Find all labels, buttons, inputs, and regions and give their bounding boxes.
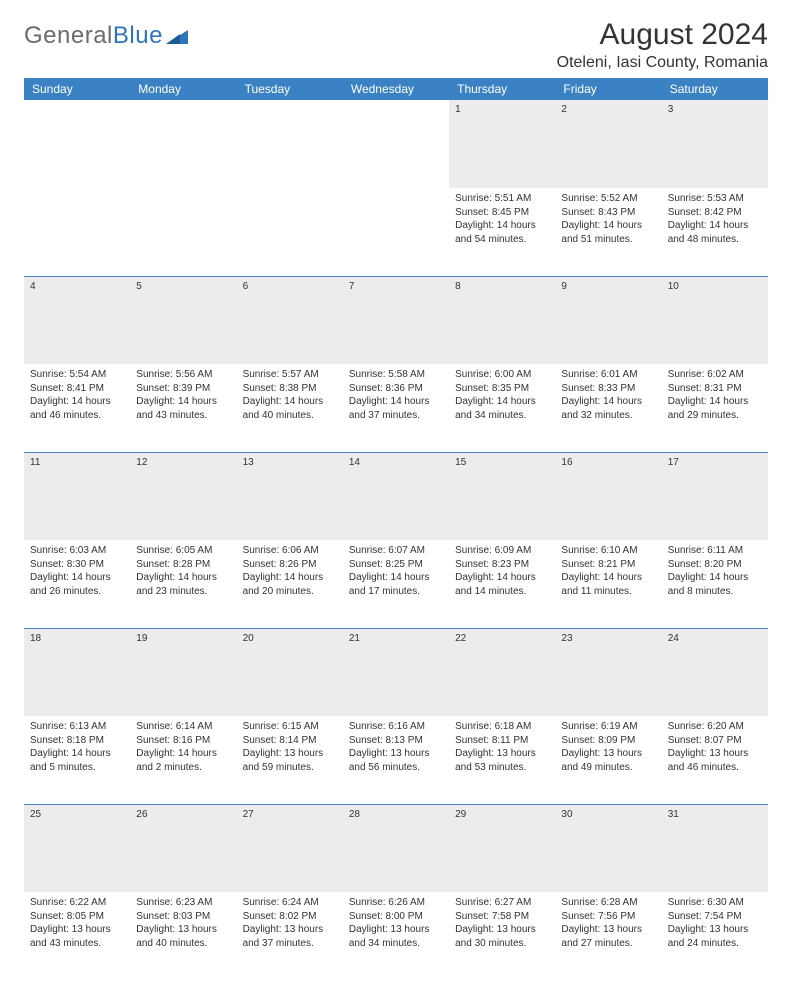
day-info-cell: Sunrise: 5:56 AMSunset: 8:39 PMDaylight:… [130,364,236,452]
day-info-cell: Sunrise: 6:23 AMSunset: 8:03 PMDaylight:… [130,892,236,980]
day-info-cell: Sunrise: 6:00 AMSunset: 8:35 PMDaylight:… [449,364,555,452]
day-header: Saturday [662,78,768,100]
day-number-cell: 11 [24,452,130,540]
day-number-cell: 30 [555,804,661,892]
day-number-cell: 28 [343,804,449,892]
logo-text-blue: Blue [113,22,163,50]
day-number-cell: 23 [555,628,661,716]
logo-text-general: General [24,22,113,50]
day-number-cell: 27 [237,804,343,892]
day-number-cell: 10 [662,276,768,364]
logo: GeneralBlue [24,22,188,50]
day-number-cell: 19 [130,628,236,716]
day-info-row: Sunrise: 6:22 AMSunset: 8:05 PMDaylight:… [24,892,768,980]
day-number-cell [24,100,130,188]
day-info-cell: Sunrise: 6:02 AMSunset: 8:31 PMDaylight:… [662,364,768,452]
day-number-cell: 6 [237,276,343,364]
day-info-cell: Sunrise: 6:28 AMSunset: 7:56 PMDaylight:… [555,892,661,980]
day-number-cell: 26 [130,804,236,892]
month-title: August 2024 [557,18,768,52]
day-info-cell: Sunrise: 6:16 AMSunset: 8:13 PMDaylight:… [343,716,449,804]
day-info-cell: Sunrise: 6:19 AMSunset: 8:09 PMDaylight:… [555,716,661,804]
day-number-cell: 21 [343,628,449,716]
day-number-cell: 2 [555,100,661,188]
day-number-cell: 17 [662,452,768,540]
day-info-cell [130,188,236,276]
day-info-cell: Sunrise: 6:30 AMSunset: 7:54 PMDaylight:… [662,892,768,980]
calendar-header-row: SundayMondayTuesdayWednesdayThursdayFrid… [24,78,768,100]
day-info-cell: Sunrise: 6:01 AMSunset: 8:33 PMDaylight:… [555,364,661,452]
day-number-cell: 9 [555,276,661,364]
day-header: Friday [555,78,661,100]
day-info-cell: Sunrise: 5:58 AMSunset: 8:36 PMDaylight:… [343,364,449,452]
day-header: Tuesday [237,78,343,100]
day-number-cell: 18 [24,628,130,716]
day-number-row: 25262728293031 [24,804,768,892]
day-info-row: Sunrise: 5:51 AMSunset: 8:45 PMDaylight:… [24,188,768,276]
day-info-cell: Sunrise: 6:05 AMSunset: 8:28 PMDaylight:… [130,540,236,628]
header: GeneralBlue August 2024 Oteleni, Iasi Co… [24,18,768,72]
day-number-cell: 31 [662,804,768,892]
day-number-cell: 5 [130,276,236,364]
day-info-cell: Sunrise: 6:14 AMSunset: 8:16 PMDaylight:… [130,716,236,804]
day-info-cell [237,188,343,276]
day-number-row: 18192021222324 [24,628,768,716]
day-info-cell: Sunrise: 6:09 AMSunset: 8:23 PMDaylight:… [449,540,555,628]
day-info-cell: Sunrise: 6:27 AMSunset: 7:58 PMDaylight:… [449,892,555,980]
day-number-cell: 13 [237,452,343,540]
day-info-cell [343,188,449,276]
day-number-cell: 8 [449,276,555,364]
day-info-row: Sunrise: 6:03 AMSunset: 8:30 PMDaylight:… [24,540,768,628]
day-number-row: 45678910 [24,276,768,364]
day-number-cell: 22 [449,628,555,716]
day-number-cell: 29 [449,804,555,892]
day-header: Thursday [449,78,555,100]
day-number-cell: 3 [662,100,768,188]
day-number-cell: 15 [449,452,555,540]
day-info-cell: Sunrise: 5:57 AMSunset: 8:38 PMDaylight:… [237,364,343,452]
day-info-cell: Sunrise: 6:03 AMSunset: 8:30 PMDaylight:… [24,540,130,628]
day-number-cell [237,100,343,188]
day-number-row: 11121314151617 [24,452,768,540]
day-number-cell [343,100,449,188]
day-info-row: Sunrise: 6:13 AMSunset: 8:18 PMDaylight:… [24,716,768,804]
day-number-cell [130,100,236,188]
logo-triangle-icon [166,28,188,44]
day-number-row: 123 [24,100,768,188]
day-number-cell: 4 [24,276,130,364]
calendar-table: SundayMondayTuesdayWednesdayThursdayFrid… [24,78,768,980]
day-info-cell: Sunrise: 6:20 AMSunset: 8:07 PMDaylight:… [662,716,768,804]
day-info-cell: Sunrise: 6:18 AMSunset: 8:11 PMDaylight:… [449,716,555,804]
day-info-cell: Sunrise: 6:11 AMSunset: 8:20 PMDaylight:… [662,540,768,628]
day-info-cell: Sunrise: 5:53 AMSunset: 8:42 PMDaylight:… [662,188,768,276]
day-header: Sunday [24,78,130,100]
location-label: Oteleni, Iasi County, Romania [557,54,768,72]
day-info-cell: Sunrise: 6:22 AMSunset: 8:05 PMDaylight:… [24,892,130,980]
calendar-page: GeneralBlue August 2024 Oteleni, Iasi Co… [0,0,792,998]
day-number-cell: 14 [343,452,449,540]
day-number-cell: 12 [130,452,236,540]
day-info-cell: Sunrise: 6:24 AMSunset: 8:02 PMDaylight:… [237,892,343,980]
day-number-cell: 7 [343,276,449,364]
day-info-cell [24,188,130,276]
day-info-cell: Sunrise: 5:52 AMSunset: 8:43 PMDaylight:… [555,188,661,276]
day-info-cell: Sunrise: 6:13 AMSunset: 8:18 PMDaylight:… [24,716,130,804]
day-info-row: Sunrise: 5:54 AMSunset: 8:41 PMDaylight:… [24,364,768,452]
day-header: Monday [130,78,236,100]
day-info-cell: Sunrise: 5:51 AMSunset: 8:45 PMDaylight:… [449,188,555,276]
day-number-cell: 20 [237,628,343,716]
day-info-cell: Sunrise: 6:07 AMSunset: 8:25 PMDaylight:… [343,540,449,628]
day-info-cell: Sunrise: 6:26 AMSunset: 8:00 PMDaylight:… [343,892,449,980]
day-info-cell: Sunrise: 6:10 AMSunset: 8:21 PMDaylight:… [555,540,661,628]
day-info-cell: Sunrise: 6:15 AMSunset: 8:14 PMDaylight:… [237,716,343,804]
day-number-cell: 16 [555,452,661,540]
day-number-cell: 25 [24,804,130,892]
title-block: August 2024 Oteleni, Iasi County, Romani… [557,18,768,72]
day-info-cell: Sunrise: 5:54 AMSunset: 8:41 PMDaylight:… [24,364,130,452]
day-number-cell: 1 [449,100,555,188]
day-info-cell: Sunrise: 6:06 AMSunset: 8:26 PMDaylight:… [237,540,343,628]
day-header: Wednesday [343,78,449,100]
day-number-cell: 24 [662,628,768,716]
